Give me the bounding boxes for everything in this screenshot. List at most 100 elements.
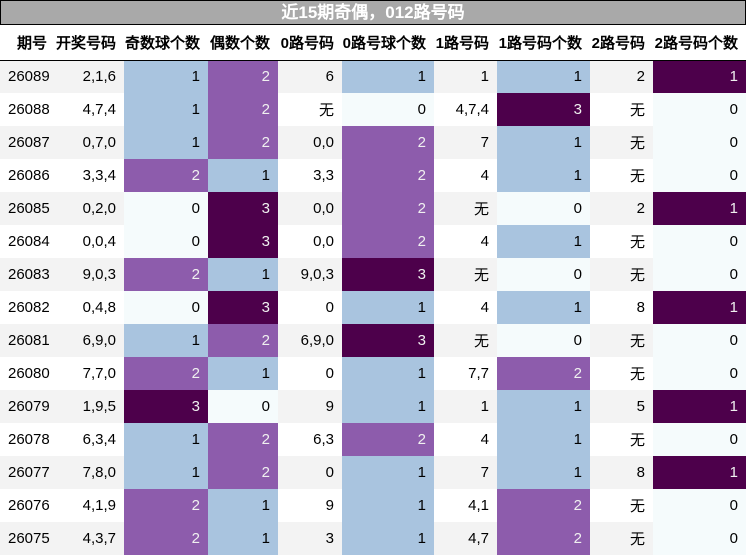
cell-odd-count: 2 — [124, 489, 208, 522]
cell-route2-numbers: 无 — [590, 159, 653, 192]
table-row: 26086 3,3,4 2 1 3,3 2 4 1 无 0 — [0, 159, 746, 192]
cell-route0-count: 1 — [342, 390, 434, 423]
cell-even-count: 2 — [208, 456, 278, 489]
cell-route2-count: 0 — [653, 159, 746, 192]
cell-draw-numbers: 6,9,0 — [55, 324, 124, 357]
header-odd-count[interactable]: 奇数球个数 — [124, 25, 208, 61]
table-row: 26081 6,9,0 1 2 6,9,0 3 无 0 无 0 — [0, 324, 746, 357]
header-route0-numbers[interactable]: 0路号码 — [278, 25, 342, 61]
table-row: 26075 4,3,7 2 1 3 1 4,7 2 无 0 — [0, 522, 746, 555]
header-route2-count[interactable]: 2路号码个数 — [653, 25, 746, 61]
header-draw-numbers[interactable]: 开奖号码 — [55, 25, 124, 61]
cell-route2-numbers: 无 — [590, 93, 653, 126]
cell-period: 26080 — [0, 357, 55, 390]
cell-even-count: 2 — [208, 423, 278, 456]
cell-route1-numbers: 无 — [434, 324, 497, 357]
header-route0-count[interactable]: 0路号球个数 — [342, 25, 434, 61]
cell-route0-numbers: 0 — [278, 456, 342, 489]
header-route1-numbers[interactable]: 1路号码 — [434, 25, 497, 61]
cell-period: 26084 — [0, 225, 55, 258]
cell-period: 26089 — [0, 60, 55, 93]
cell-route0-count: 2 — [342, 225, 434, 258]
cell-route0-numbers: 9 — [278, 390, 342, 423]
cell-route1-numbers: 4 — [434, 159, 497, 192]
cell-even-count: 3 — [208, 192, 278, 225]
cell-route0-numbers: 0,0 — [278, 192, 342, 225]
cell-draw-numbers: 7,8,0 — [55, 456, 124, 489]
cell-draw-numbers: 7,7,0 — [55, 357, 124, 390]
cell-route0-numbers: 3 — [278, 522, 342, 555]
header-period[interactable]: 期号 — [0, 25, 55, 61]
cell-route2-numbers: 2 — [590, 60, 653, 93]
cell-route0-numbers: 0,0 — [278, 225, 342, 258]
cell-route1-count: 3 — [497, 93, 590, 126]
table-row: 26087 0,7,0 1 2 0,0 2 7 1 无 0 — [0, 126, 746, 159]
cell-route2-count: 0 — [653, 93, 746, 126]
cell-odd-count: 2 — [124, 258, 208, 291]
cell-even-count: 0 — [208, 390, 278, 423]
cell-period: 26077 — [0, 456, 55, 489]
table-row: 26088 4,7,4 1 2 无 0 4,7,4 3 无 0 — [0, 93, 746, 126]
cell-route1-numbers: 无 — [434, 258, 497, 291]
cell-route0-count: 1 — [342, 357, 434, 390]
cell-even-count: 1 — [208, 258, 278, 291]
header-route1-count[interactable]: 1路号码个数 — [497, 25, 590, 61]
cell-even-count: 2 — [208, 60, 278, 93]
table-title: 近15期奇偶，012路号码 — [0, 0, 746, 25]
odd-even-route-table: 期号 开奖号码 奇数球个数 偶数个数 0路号码 0路号球个数 1路号码 1路号码个数 2路号码 2… — [0, 25, 746, 555]
cell-route0-count: 3 — [342, 324, 434, 357]
cell-draw-numbers: 0,2,0 — [55, 192, 124, 225]
table-row: 26084 0,0,4 0 3 0,0 2 4 1 无 0 — [0, 225, 746, 258]
cell-period: 26079 — [0, 390, 55, 423]
cell-route2-count: 1 — [653, 456, 746, 489]
cell-odd-count: 0 — [124, 291, 208, 324]
cell-route1-numbers: 7 — [434, 126, 497, 159]
cell-route1-count: 1 — [497, 159, 590, 192]
cell-route0-count: 2 — [342, 159, 434, 192]
cell-route0-count: 1 — [342, 291, 434, 324]
cell-route1-numbers: 1 — [434, 60, 497, 93]
cell-route1-count: 1 — [497, 423, 590, 456]
cell-draw-numbers: 4,3,7 — [55, 522, 124, 555]
cell-route2-count: 0 — [653, 489, 746, 522]
cell-route1-numbers: 4,7,4 — [434, 93, 497, 126]
cell-route1-numbers: 4 — [434, 423, 497, 456]
table-row: 26082 0,4,8 0 3 0 1 4 1 8 1 — [0, 291, 746, 324]
cell-period: 26082 — [0, 291, 55, 324]
cell-route0-numbers: 0 — [278, 357, 342, 390]
header-route2-numbers[interactable]: 2路号码 — [590, 25, 653, 61]
cell-route0-numbers: 6,9,0 — [278, 324, 342, 357]
cell-route1-numbers: 4 — [434, 225, 497, 258]
cell-even-count: 3 — [208, 225, 278, 258]
cell-odd-count: 2 — [124, 522, 208, 555]
cell-odd-count: 1 — [124, 126, 208, 159]
cell-route1-numbers: 4 — [434, 291, 497, 324]
cell-draw-numbers: 0,0,4 — [55, 225, 124, 258]
cell-period: 26086 — [0, 159, 55, 192]
header-even-count[interactable]: 偶数个数 — [208, 25, 278, 61]
cell-route1-count: 2 — [497, 522, 590, 555]
cell-odd-count: 1 — [124, 324, 208, 357]
cell-route2-numbers: 无 — [590, 423, 653, 456]
cell-route2-numbers: 无 — [590, 522, 653, 555]
cell-route2-numbers: 无 — [590, 126, 653, 159]
cell-route1-count: 1 — [497, 60, 590, 93]
cell-route1-count: 2 — [497, 357, 590, 390]
cell-route0-numbers: 6 — [278, 60, 342, 93]
cell-route2-numbers: 2 — [590, 192, 653, 225]
cell-route1-numbers: 4,7 — [434, 522, 497, 555]
cell-route0-numbers: 9 — [278, 489, 342, 522]
cell-route1-count: 1 — [497, 225, 590, 258]
cell-route2-numbers: 无 — [590, 225, 653, 258]
cell-route0-count: 2 — [342, 192, 434, 225]
cell-odd-count: 1 — [124, 93, 208, 126]
cell-odd-count: 3 — [124, 390, 208, 423]
cell-period: 26076 — [0, 489, 55, 522]
cell-period: 26081 — [0, 324, 55, 357]
cell-route2-count: 1 — [653, 192, 746, 225]
cell-route1-count: 2 — [497, 489, 590, 522]
table-row: 26085 0,2,0 0 3 0,0 2 无 0 2 1 — [0, 192, 746, 225]
cell-route0-numbers: 3,3 — [278, 159, 342, 192]
cell-route1-count: 0 — [497, 192, 590, 225]
cell-route1-numbers: 无 — [434, 192, 497, 225]
